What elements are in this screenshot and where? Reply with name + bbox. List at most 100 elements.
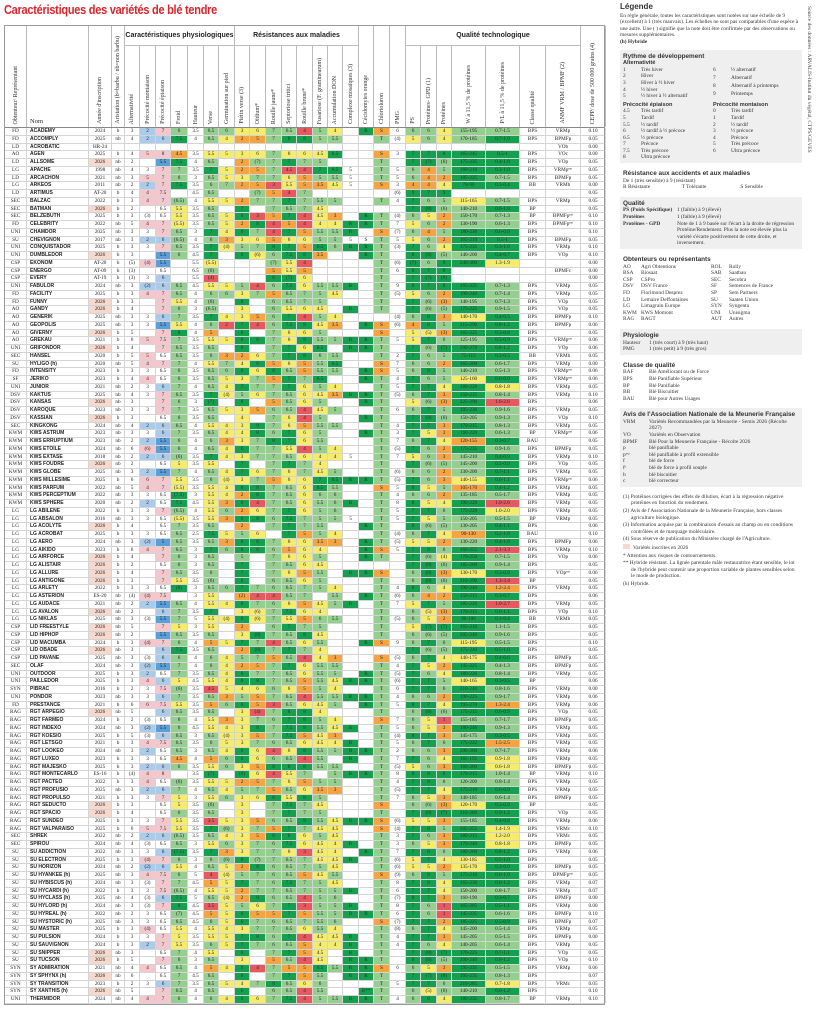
cell-value: 6 bbox=[406, 655, 421, 662]
cell-value bbox=[359, 453, 374, 461]
cell-value: 145-200 bbox=[452, 926, 486, 933]
cell-value bbox=[343, 825, 359, 833]
cell-breeder: KWM bbox=[5, 453, 27, 461]
cell-value: 6 bbox=[156, 275, 171, 282]
cell-value: 5 bbox=[421, 841, 437, 848]
cell-value: 3 bbox=[125, 678, 140, 685]
cell-value: VRMp bbox=[546, 453, 581, 461]
cell-value: 6 bbox=[390, 128, 406, 135]
cell-value: BPS bbox=[520, 957, 546, 964]
cell-value: 7 bbox=[235, 639, 250, 647]
cell-breeder: RAG bbox=[5, 825, 27, 833]
cell-value: 5 bbox=[390, 507, 406, 515]
column-header-label: PMG bbox=[394, 110, 401, 124]
cell-value: 5.5 bbox=[204, 492, 219, 499]
cell-value: 6.5 bbox=[328, 476, 343, 484]
cell-value: 6 bbox=[297, 306, 313, 313]
cell-value: 7 bbox=[235, 461, 250, 468]
cell-value: 4 bbox=[219, 662, 235, 670]
cell-value: 6 bbox=[282, 174, 297, 182]
cell-value: 2 bbox=[125, 717, 140, 724]
cell-value: 6 bbox=[406, 593, 421, 600]
cell-value: 4 bbox=[437, 383, 452, 391]
cell-value: 4.5 bbox=[313, 701, 328, 709]
cell-value: 4 bbox=[421, 174, 437, 182]
cell-name: KAROQUE bbox=[27, 407, 89, 414]
cell-breeder: LG bbox=[5, 546, 27, 554]
cell-value: 4.5 bbox=[188, 903, 204, 910]
cell-value: 5.5 bbox=[313, 438, 328, 445]
cell-value: S bbox=[374, 329, 390, 337]
cell-value: 7 bbox=[266, 538, 282, 546]
cell-value: 3.5 bbox=[188, 848, 204, 856]
cell-value: BPS bbox=[520, 779, 546, 786]
cell-value: T bbox=[374, 848, 390, 856]
cell-value: 0.05 bbox=[581, 647, 606, 654]
cell-value: 5 bbox=[313, 585, 328, 592]
cell-value: 5 bbox=[250, 182, 266, 189]
cell-value: 6 bbox=[156, 980, 171, 988]
cell-value: 5 bbox=[437, 825, 452, 833]
cell-value bbox=[343, 624, 359, 631]
cell-value: 3.5 bbox=[188, 670, 204, 678]
cell-value: 5.5 bbox=[204, 283, 219, 290]
cell-value: 6 bbox=[421, 360, 437, 368]
cell-value: 5.5 bbox=[171, 864, 188, 871]
cell-value: 7 bbox=[204, 228, 219, 236]
cell-value: 5.5 bbox=[328, 693, 343, 701]
cell-value: T bbox=[374, 988, 390, 995]
cell-value: 4 bbox=[297, 221, 313, 228]
cell-value: 0.9-1.7 bbox=[486, 693, 520, 701]
cell-value: BPS bbox=[520, 988, 546, 995]
cell-value bbox=[250, 523, 266, 530]
cell-value: 7 bbox=[406, 941, 421, 949]
cell-value: 6 bbox=[204, 941, 219, 949]
cell-value: (3) bbox=[437, 608, 452, 616]
cell-value: 5.5 bbox=[156, 616, 171, 623]
cell-value: 160-190 bbox=[452, 895, 486, 902]
legend: Légende En règle générale, toutes les ca… bbox=[620, 3, 802, 594]
cell-value: 0.05 bbox=[581, 856, 606, 864]
cell-value: 3 bbox=[125, 616, 140, 623]
cell-value: 5 bbox=[125, 709, 140, 716]
cell-value: nb bbox=[112, 872, 125, 879]
cell-name: LID OBADE bbox=[27, 647, 89, 654]
cell-value bbox=[359, 608, 374, 616]
cell-value: 6 bbox=[437, 686, 452, 693]
cell-value: (3) bbox=[140, 655, 156, 662]
cell-value: b bbox=[112, 686, 125, 693]
cell-breeder: UNI bbox=[5, 283, 27, 290]
cell-name: LID HIPHOP bbox=[27, 631, 89, 639]
cell-value: 7 bbox=[266, 732, 282, 740]
cell-name: KWS ASTRUM bbox=[27, 430, 89, 437]
cell-value: 6.5 bbox=[171, 748, 188, 755]
cell-value: b bbox=[112, 213, 125, 220]
cell-value: R bbox=[359, 593, 374, 600]
cell-value: 5 bbox=[421, 662, 437, 670]
cell-value: 6 bbox=[282, 422, 297, 430]
cell-value: 0.7-1.5 bbox=[486, 174, 520, 182]
cell-value: 4 bbox=[437, 701, 452, 709]
cell-value: (3) bbox=[140, 903, 156, 910]
cell-value: BPS bbox=[520, 221, 546, 228]
cell-value: R bbox=[343, 755, 359, 763]
cell-value: 0.10 bbox=[581, 608, 606, 616]
cell-value: 0.8-1.4 bbox=[486, 779, 520, 786]
cell-value: 0.06 bbox=[581, 376, 606, 383]
cell-value: 175-222 bbox=[452, 740, 486, 747]
cell-value: S bbox=[374, 182, 390, 189]
cell-value: T bbox=[374, 159, 390, 166]
cell-breeder: SEC bbox=[5, 197, 27, 205]
cell-value: 7 bbox=[266, 779, 282, 786]
cell-value: VRMp bbox=[546, 686, 581, 693]
cell-breeder: CSP bbox=[5, 267, 27, 275]
cell-name: ACCOMPLY bbox=[27, 135, 89, 143]
cell-value: 4 bbox=[188, 135, 204, 143]
table-row: LG LG ARLETY 2022 b 3 3 6.5 (8) 3 6.5 6 7 7 6 6.5 7 5 4 T 4… bbox=[5, 585, 606, 593]
cell-value: 6.5 bbox=[156, 918, 171, 926]
cell-value bbox=[328, 639, 343, 647]
column-header-label: P/L à 11,5 % de protéines bbox=[499, 62, 506, 124]
cell-value bbox=[328, 143, 343, 151]
cell-value bbox=[546, 259, 581, 267]
cell-value: 0.05 bbox=[581, 802, 606, 809]
